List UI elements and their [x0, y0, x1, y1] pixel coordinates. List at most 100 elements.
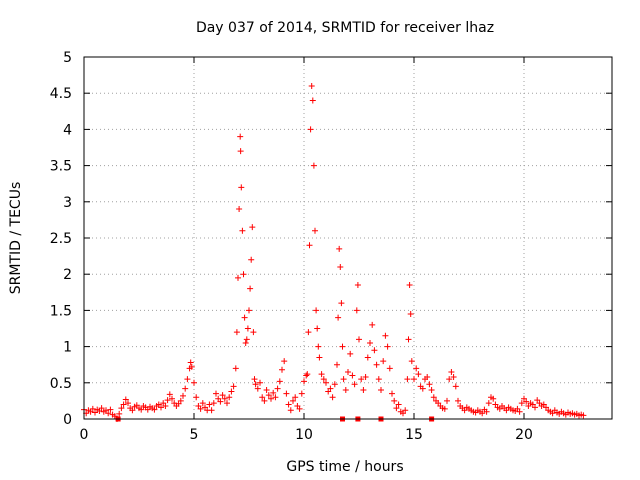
- y-tick-label: 1: [63, 340, 72, 356]
- data-point: [490, 395, 497, 402]
- data-point: [395, 401, 402, 408]
- data-point: [309, 97, 316, 104]
- data-point: [391, 397, 398, 404]
- data-point: [331, 381, 338, 388]
- y-tick-label: 1.5: [50, 303, 72, 319]
- data-point: [340, 376, 347, 383]
- data-point: [243, 336, 250, 343]
- data-point: [310, 162, 317, 169]
- data-point: [162, 402, 169, 409]
- data-point: [241, 314, 248, 321]
- data-point: [371, 347, 378, 354]
- data-point: [191, 379, 197, 386]
- data-point: [580, 412, 587, 419]
- data-point: [226, 394, 233, 401]
- data-point: [407, 311, 414, 318]
- data-point: [210, 400, 217, 407]
- data-point: [446, 376, 453, 383]
- x-tick-label: 5: [190, 427, 199, 443]
- data-point: [151, 406, 158, 413]
- data-point: [342, 387, 349, 394]
- data-point: [182, 385, 189, 392]
- data-point: [354, 282, 361, 289]
- y-tick-label: 3.5: [50, 159, 72, 175]
- data-point: [405, 336, 412, 343]
- data-point: [373, 361, 380, 368]
- data-point: [208, 407, 215, 414]
- data-point: [362, 374, 369, 381]
- y-tick-label: 0.5: [50, 376, 72, 392]
- data-point: [177, 397, 184, 404]
- data-point: [452, 383, 459, 390]
- data-point: [364, 354, 371, 361]
- data-point: [180, 392, 186, 399]
- data-point: [129, 407, 136, 414]
- data-point: [298, 390, 305, 397]
- data-point: [369, 321, 376, 328]
- data-point: [316, 354, 323, 361]
- data-point: [329, 394, 336, 401]
- data-point: [120, 401, 127, 408]
- data-point: [411, 376, 417, 383]
- data-point: [169, 395, 175, 402]
- data-point: [426, 381, 433, 388]
- data-point: [380, 358, 387, 365]
- data-point: [237, 133, 244, 140]
- data-point: [283, 390, 290, 397]
- data-point: [296, 405, 303, 412]
- data-point: [301, 378, 307, 385]
- data-point: [384, 343, 391, 350]
- data-point: [336, 245, 343, 252]
- data-point: [240, 271, 247, 278]
- data-point: [419, 385, 426, 392]
- chart-title: Day 037 of 2014, SRMTID for receiver lha…: [196, 20, 494, 36]
- data-point: [356, 336, 362, 343]
- data-point: [523, 398, 530, 405]
- data-point: [238, 184, 245, 191]
- data-point: [406, 282, 413, 289]
- data-point: [261, 397, 268, 404]
- data-point: [252, 381, 259, 388]
- data-point: [232, 365, 239, 372]
- data-point: [455, 397, 461, 404]
- data-point: [116, 410, 123, 417]
- data-point: [239, 227, 246, 234]
- data-point: [305, 329, 312, 336]
- data-point: [122, 396, 129, 403]
- data-point: [248, 256, 255, 263]
- data-point: [105, 410, 112, 417]
- data-point: [257, 379, 263, 386]
- data-point: [230, 383, 237, 390]
- data-point: [268, 395, 274, 402]
- y-tick-label: 2.5: [50, 231, 72, 247]
- data-point: [516, 408, 523, 415]
- data-point: [428, 387, 435, 394]
- data-point: [213, 390, 219, 397]
- data-point: [287, 407, 294, 414]
- data-point: [290, 397, 296, 404]
- y-tick-label: 3: [63, 195, 72, 211]
- data-point: [479, 410, 486, 417]
- data-point: [98, 405, 105, 412]
- data-point: [444, 397, 450, 404]
- data-point: [323, 379, 329, 386]
- data-point: [360, 387, 367, 394]
- data-point: [518, 400, 525, 407]
- data-point: [430, 394, 437, 401]
- data-point: [199, 400, 206, 407]
- data-point: [307, 126, 314, 133]
- data-point: [251, 376, 258, 383]
- y-tick-label: 4.5: [50, 86, 72, 102]
- data-point: [197, 405, 204, 412]
- data-point: [334, 361, 340, 368]
- data-point: [265, 392, 272, 399]
- data-point: [532, 404, 538, 411]
- x-tick-label: 15: [405, 427, 423, 443]
- data-point: [247, 285, 254, 292]
- data-point: [306, 242, 313, 249]
- x-tick-labels: 0 5 10 15 20: [80, 427, 533, 443]
- data-point: [415, 371, 422, 378]
- y-tick-label: 0: [63, 412, 72, 428]
- data-point: [224, 400, 230, 407]
